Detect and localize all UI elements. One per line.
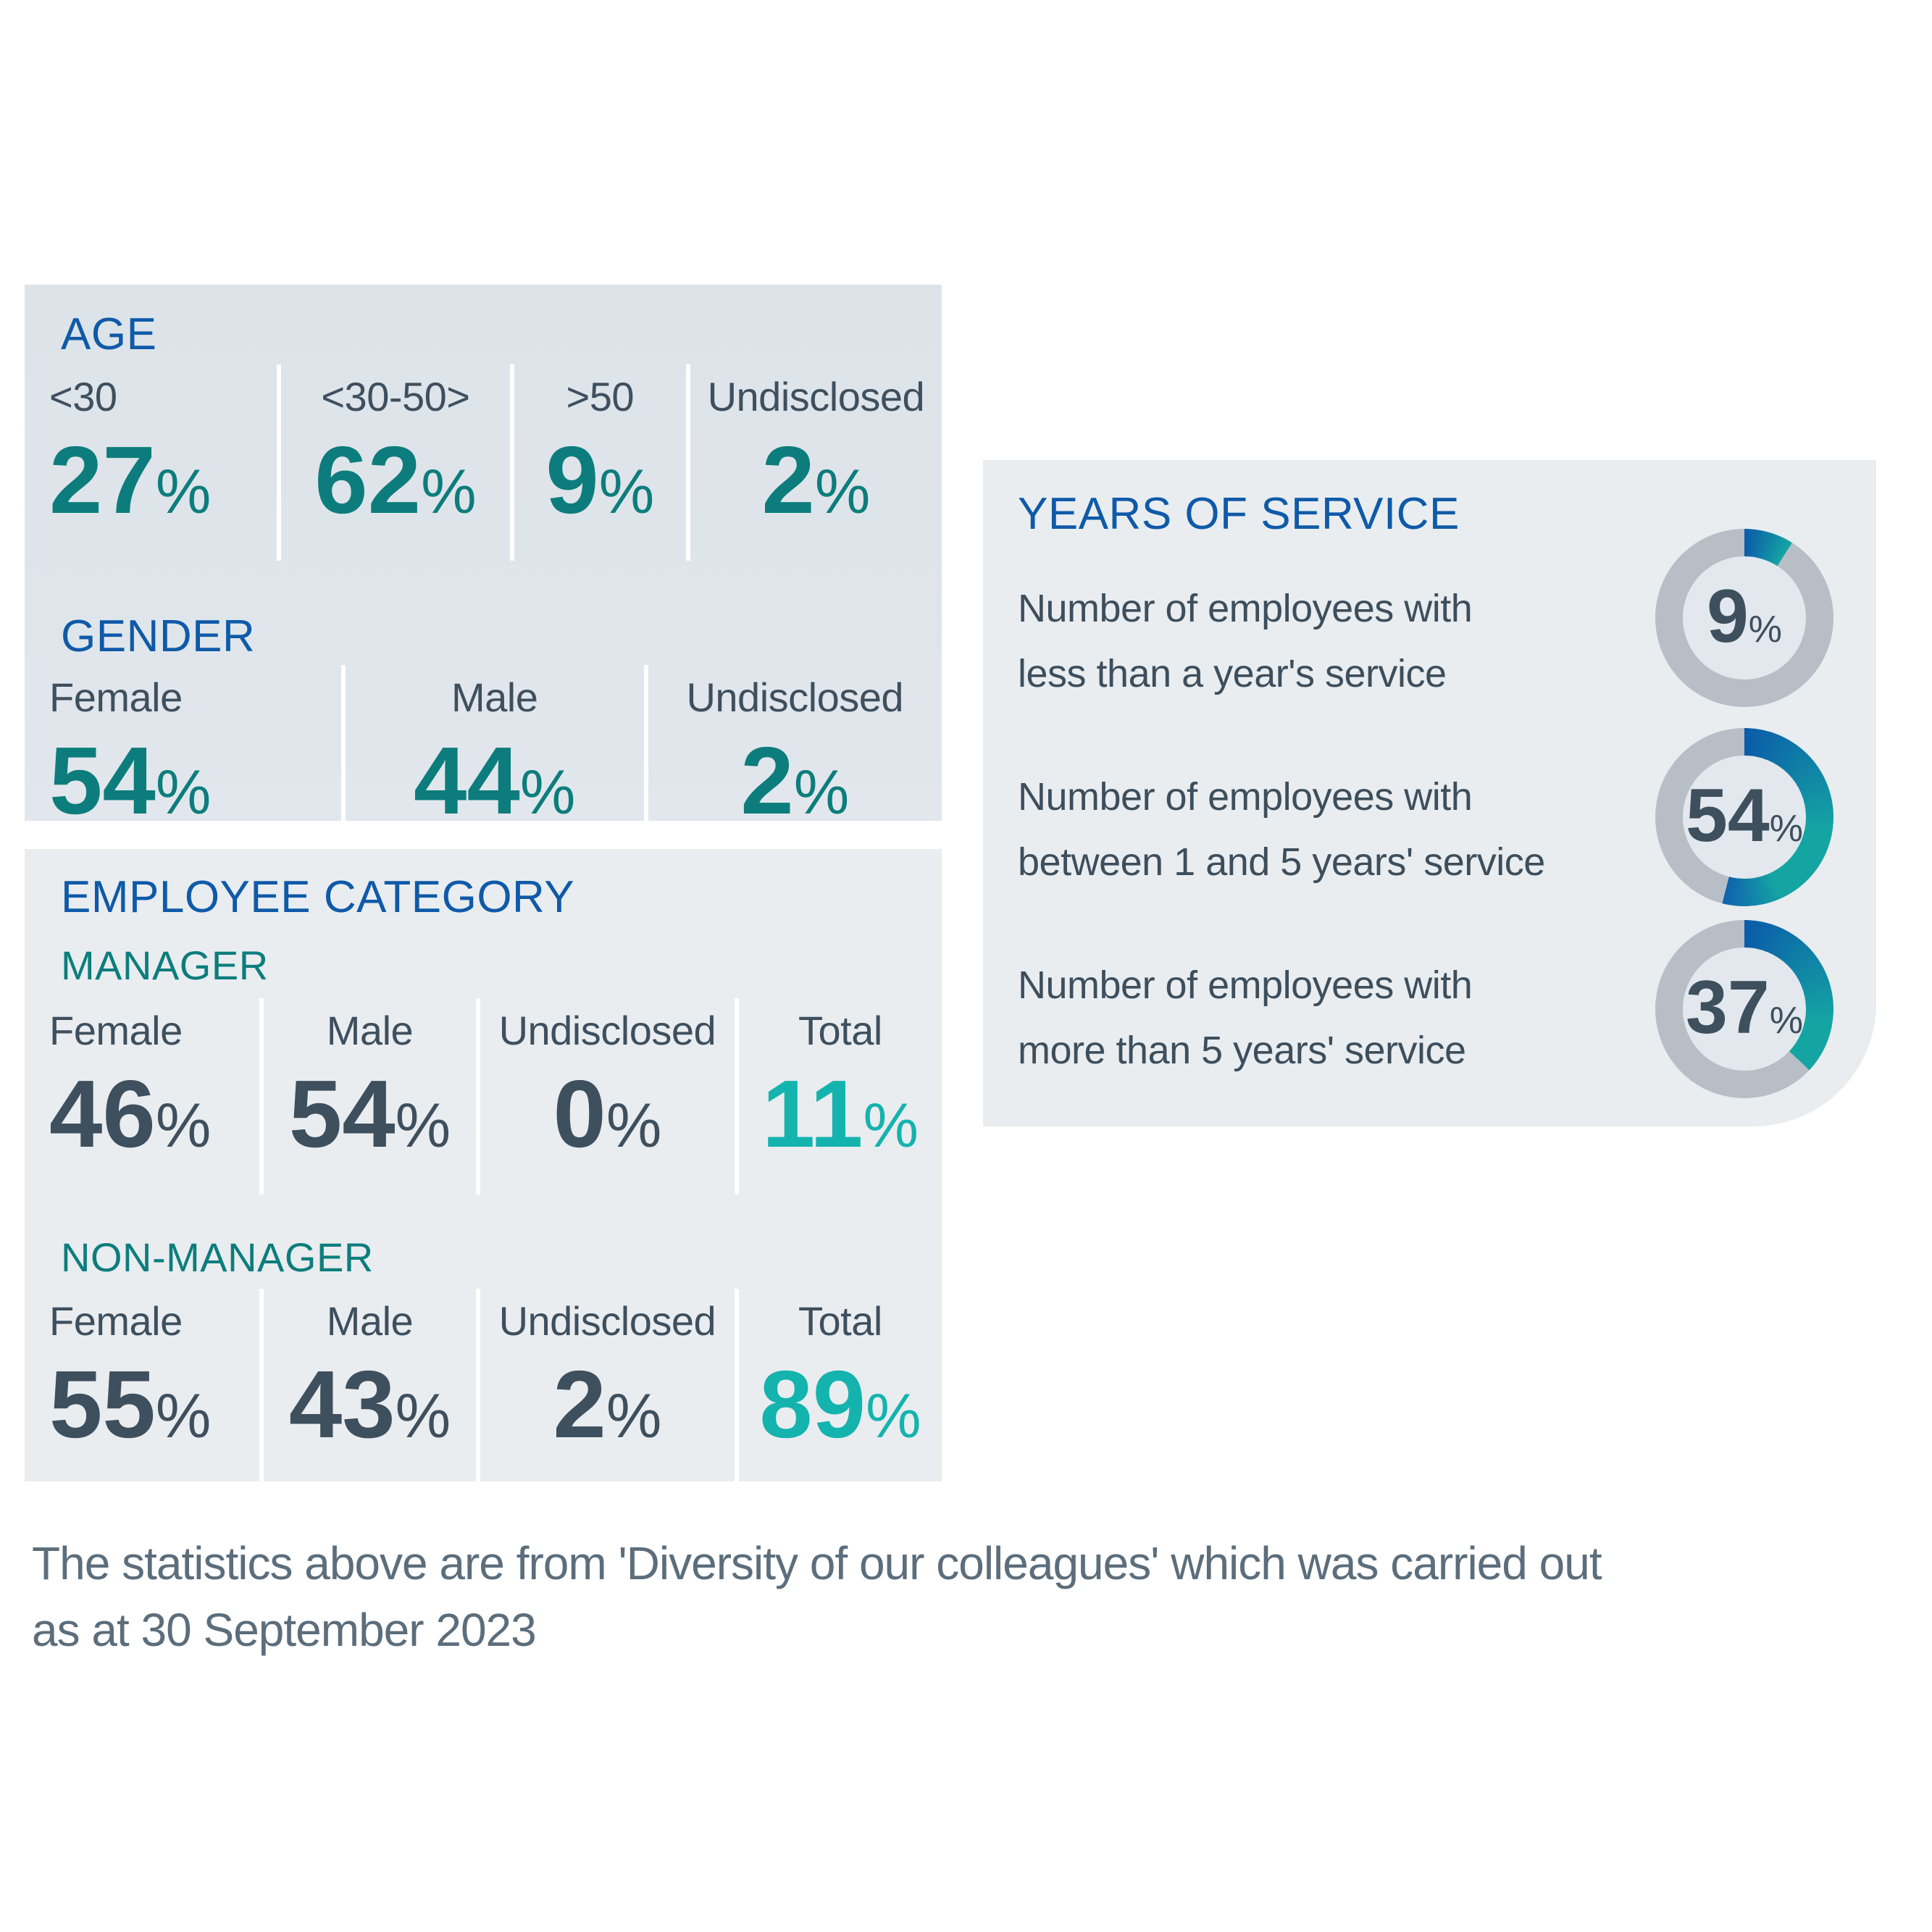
- donut-value-label: 9%: [1706, 574, 1783, 658]
- percent-sign: %: [421, 457, 477, 527]
- panel-years-of-service: YEARS OF SERVICE Number of employees wit…: [983, 460, 1876, 1126]
- gender-value-undisclosed: 2%: [740, 727, 850, 834]
- manager-col-undisclosed: Undisclosed 0%: [475, 998, 735, 1195]
- percent-sign: %: [598, 457, 655, 527]
- gender-value-male: 44%: [414, 727, 576, 834]
- percent-sign: %: [863, 1091, 919, 1161]
- age-label-undisclosed: Undisclosed: [707, 374, 925, 419]
- gender-col-female: Female 54%: [25, 665, 341, 861]
- gender-row: Female 54% Male 44% Undisclosed 2%: [25, 665, 942, 861]
- age-value-undisclosed: 2%: [761, 427, 871, 533]
- age-col-over-50: >50 9%: [509, 364, 686, 561]
- manager-label-undisclosed: Undisclosed: [498, 1008, 716, 1053]
- panel-employee-category: EMPLOYEE CATEGORY MANAGER Female 46% Mal…: [25, 849, 942, 1485]
- age-value-30-50: 62%: [314, 427, 477, 533]
- manager-value-undisclosed: 0%: [553, 1061, 662, 1167]
- manager-label-female: Female: [49, 1008, 183, 1053]
- percent-sign: %: [1769, 1000, 1803, 1042]
- donut-more-than-5-years: 37%: [1655, 920, 1833, 1098]
- service-text-line: Number of employees with: [1018, 963, 1473, 1007]
- donut-less-than-1-year: 9%: [1655, 529, 1833, 707]
- gender-label-female: Female: [49, 674, 183, 720]
- non-manager-heading: NON-MANAGER: [61, 1234, 374, 1280]
- years-of-service-heading: YEARS OF SERVICE: [1018, 489, 1460, 539]
- non-manager-row: Female 55% Male 43% Undisclosed 2% Total…: [25, 1289, 942, 1485]
- gender-col-undisclosed: Undisclosed 2%: [643, 665, 942, 861]
- percent-sign: %: [155, 1381, 212, 1451]
- donut-value-label: 37%: [1686, 966, 1803, 1050]
- service-text-line: between 1 and 5 years' service: [1018, 840, 1545, 884]
- age-row: <30 27% <30-50> 62% >50 9% Undisclosed 2…: [25, 364, 942, 561]
- gender-col-male: Male 44%: [340, 665, 644, 861]
- percent-sign: %: [606, 1091, 662, 1161]
- source-note: The statistics above are from 'Diversity…: [32, 1530, 1886, 1663]
- panel-age-gender: AGE <30 27% <30-50> 62% >50 9% Undisclos…: [25, 285, 942, 861]
- percent-sign: %: [814, 457, 871, 527]
- percent-sign: %: [793, 758, 850, 827]
- manager-value-total: 11%: [761, 1061, 919, 1167]
- percent-sign: %: [1769, 808, 1803, 850]
- non-manager-col-total: Total 89%: [734, 1289, 942, 1485]
- service-text-line: Number of employees with: [1018, 775, 1473, 819]
- percent-sign: %: [606, 1381, 662, 1451]
- manager-value-female: 46%: [49, 1061, 212, 1167]
- percent-sign: %: [395, 1381, 451, 1451]
- non-manager-label-male: Male: [326, 1298, 414, 1344]
- non-manager-col-female: Female 55%: [25, 1289, 259, 1485]
- age-heading: AGE: [61, 309, 157, 359]
- manager-col-male: Male 54%: [259, 998, 476, 1195]
- gender-value-female: 54%: [49, 727, 212, 834]
- non-manager-value-undisclosed: 2%: [553, 1351, 662, 1458]
- donut-value-label: 54%: [1686, 774, 1803, 858]
- non-manager-value-total: 89%: [759, 1351, 921, 1458]
- manager-label-total: Total: [798, 1008, 882, 1053]
- donut-1-to-5-years: 54%: [1655, 728, 1833, 906]
- non-manager-value-male: 43%: [288, 1351, 451, 1458]
- age-label-30-50: <30-50>: [321, 374, 470, 419]
- source-note-line-2: as at 30 September 2023: [32, 1604, 537, 1656]
- age-value-under-30: 27%: [49, 427, 212, 533]
- service-text-line: Number of employees with: [1018, 587, 1473, 630]
- percent-sign: %: [155, 758, 212, 827]
- service-item-text-0: Number of employees with less than a yea…: [1018, 576, 1655, 706]
- non-manager-label-total: Total: [798, 1298, 882, 1344]
- age-col-under-30: <30 27%: [25, 364, 277, 561]
- percent-sign: %: [395, 1091, 451, 1161]
- manager-col-total: Total 11%: [734, 998, 942, 1195]
- employee-category-heading: EMPLOYEE CATEGORY: [61, 872, 575, 922]
- non-manager-col-male: Male 43%: [259, 1289, 476, 1485]
- non-manager-value-female: 55%: [49, 1351, 212, 1458]
- percent-sign: %: [1748, 609, 1783, 651]
- non-manager-col-undisclosed: Undisclosed 2%: [475, 1289, 735, 1485]
- manager-value-male: 54%: [288, 1061, 451, 1167]
- gender-label-undisclosed: Undisclosed: [686, 674, 904, 720]
- service-text-line: more than 5 years' service: [1018, 1029, 1466, 1072]
- non-manager-label-female: Female: [49, 1298, 183, 1344]
- service-text-line: less than a year's service: [1018, 652, 1447, 695]
- manager-col-female: Female 46%: [25, 998, 259, 1195]
- age-value-over-50: 9%: [545, 427, 655, 533]
- percent-sign: %: [866, 1381, 921, 1451]
- percent-sign: %: [155, 457, 212, 527]
- source-note-line-1: The statistics above are from 'Diversity…: [32, 1537, 1602, 1589]
- age-label-over-50: >50: [566, 374, 634, 419]
- percent-sign: %: [155, 1091, 212, 1161]
- service-item-text-1: Number of employees with between 1 and 5…: [1018, 764, 1655, 895]
- gender-label-male: Male: [451, 674, 538, 720]
- gender-heading: GENDER: [61, 611, 256, 661]
- service-item-text-2: Number of employees with more than 5 yea…: [1018, 953, 1655, 1083]
- non-manager-label-undisclosed: Undisclosed: [498, 1298, 716, 1344]
- manager-label-male: Male: [326, 1008, 414, 1053]
- age-col-undisclosed: Undisclosed 2%: [685, 364, 942, 561]
- age-label-under-30: <30: [49, 374, 117, 419]
- manager-row: Female 46% Male 54% Undisclosed 0% Total…: [25, 998, 942, 1195]
- manager-heading: MANAGER: [61, 942, 269, 988]
- age-col-30-50: <30-50> 62%: [277, 364, 510, 561]
- percent-sign: %: [519, 758, 576, 827]
